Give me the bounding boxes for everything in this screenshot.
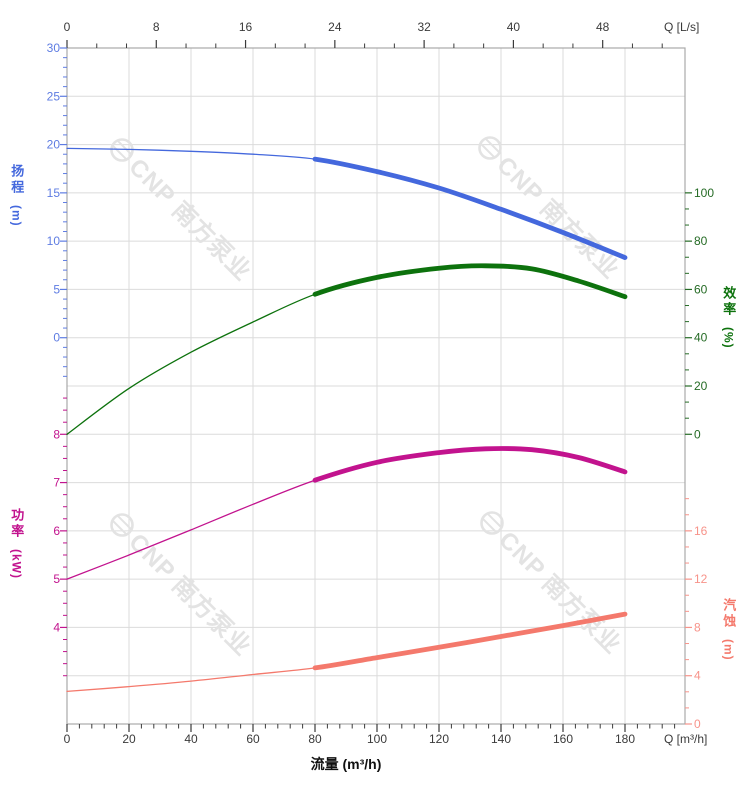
- efficiency_curve-thin: [66, 293, 316, 435]
- head-axis-label: 扬程 (m): [9, 164, 25, 227]
- npsh_curve-thin: [66, 667, 316, 693]
- bottom-axis-tick-label: 180: [615, 732, 635, 746]
- axis-tick-labels: 0 8 16 24 32 40 480 20 40 60 80 100 120 140 160 1803025…: [47, 20, 715, 746]
- bottom-axis-tick-label: 100: [367, 732, 387, 746]
- top-axis-tick-label: 40: [507, 20, 521, 34]
- top-axis-tick-label: 0: [64, 20, 71, 34]
- axis-ticks: [60, 40, 692, 732]
- power-axis-tick-label: 5: [53, 572, 60, 586]
- npsh-axis-unit: (m): [721, 639, 736, 661]
- bottom-axis-unit-label: Q [m³/h]: [664, 732, 707, 746]
- head-axis-label-text: 扬程: [9, 164, 25, 196]
- bottom-axis-tick-label: 40: [184, 732, 198, 746]
- npsh-axis-tick-label: 16: [694, 524, 708, 538]
- bottom-axis-tick-label: 80: [308, 732, 322, 746]
- curves: [66, 147, 628, 693]
- npsh-axis-tick-label: 12: [694, 572, 708, 586]
- efficiency-axis-unit: (%): [721, 327, 736, 349]
- top-axis-tick-label: 24: [328, 20, 342, 34]
- power-axis-label: 功率 (kW): [9, 508, 25, 579]
- watermark-text: CNP 南方泵业: [123, 153, 257, 287]
- bottom-axis-tick-label: 60: [246, 732, 260, 746]
- npsh-axis-label-text: 汽蚀: [721, 598, 737, 630]
- watermark-logo-lines: [112, 140, 132, 160]
- bottom-axis-tick-label: 120: [429, 732, 449, 746]
- head_curve-bold: [312, 156, 628, 260]
- efficiency-axis-label: 效率 (%): [721, 286, 737, 349]
- efficiency_curve: [66, 263, 628, 435]
- head-axis-tick-label: 10: [47, 234, 61, 248]
- npsh-axis-tick-label: 0: [694, 717, 701, 731]
- npsh-axis-tick-label: 4: [694, 669, 701, 683]
- watermark-logo-lines: [482, 513, 502, 533]
- watermark-logo-circle: [110, 513, 134, 537]
- efficiency-axis-tick-label: 40: [694, 331, 708, 345]
- head-axis-tick-label: 20: [47, 138, 61, 152]
- head-axis-tick-label: 30: [47, 41, 61, 55]
- power_curve: [66, 446, 628, 580]
- power-axis-tick-label: 8: [53, 427, 60, 441]
- watermark-logo-circle: [480, 511, 504, 535]
- bottom-axis-tick-label: 0: [64, 732, 71, 746]
- watermark-logo-circle: [110, 138, 134, 162]
- watermark-text: CNP 南方泵业: [123, 528, 257, 662]
- watermark-text: CNP 南方泵业: [493, 526, 627, 660]
- power-axis-unit: (kW): [9, 549, 24, 579]
- x-axis-label: 流量 (m³/h): [310, 756, 382, 772]
- top-axis-tick-label: 16: [239, 20, 253, 34]
- watermark-logo-lines: [112, 515, 132, 535]
- efficiency-axis-tick-label: 100: [694, 186, 714, 200]
- efficiency-axis-label-text: 效率: [721, 286, 737, 318]
- npsh_curve: [66, 611, 628, 693]
- top-axis-tick-label: 8: [153, 20, 160, 34]
- head-axis-tick-label: 25: [47, 89, 61, 103]
- npsh_curve-bold: [312, 611, 628, 671]
- power_curve-bold: [312, 446, 628, 483]
- bottom-axis-tick-label: 160: [553, 732, 573, 746]
- efficiency-axis-tick-label: 20: [694, 379, 708, 393]
- watermark-logo-lines: [480, 138, 500, 158]
- bottom-axis-tick-label: 20: [122, 732, 136, 746]
- power-axis-label-text: 功率: [9, 508, 25, 540]
- power-axis-tick-label: 7: [53, 476, 60, 490]
- head-axis-tick-label: 15: [47, 186, 61, 200]
- gridlines: [66, 47, 686, 725]
- watermark: CNP 南方泵业: [110, 138, 257, 287]
- head_curve-thin: [66, 147, 316, 160]
- head_curve: [66, 147, 628, 260]
- watermark-logo-circle: [478, 136, 502, 160]
- efficiency-axis-tick-label: 0: [694, 427, 701, 441]
- efficiency-axis-tick-label: 60: [694, 282, 708, 296]
- power-axis-tick-label: 6: [53, 524, 60, 538]
- head-axis-unit: (m): [9, 205, 24, 227]
- top-axis-unit-label: Q [L/s]: [664, 20, 699, 34]
- npsh-axis-tick-label: 8: [694, 620, 701, 634]
- efficiency-axis-tick-label: 80: [694, 234, 708, 248]
- bottom-axis-tick-label: 140: [491, 732, 511, 746]
- top-axis-tick-label: 32: [417, 20, 431, 34]
- efficiency_curve-bold: [312, 263, 628, 300]
- head-axis-tick-label: 5: [53, 282, 60, 296]
- top-axis-tick-label: 48: [596, 20, 610, 34]
- head-axis-tick-label: 0: [53, 331, 60, 345]
- power_curve-thin: [66, 479, 316, 580]
- power-axis-tick-label: 4: [53, 620, 60, 634]
- npsh-axis-label: 汽蚀 (m): [721, 598, 737, 661]
